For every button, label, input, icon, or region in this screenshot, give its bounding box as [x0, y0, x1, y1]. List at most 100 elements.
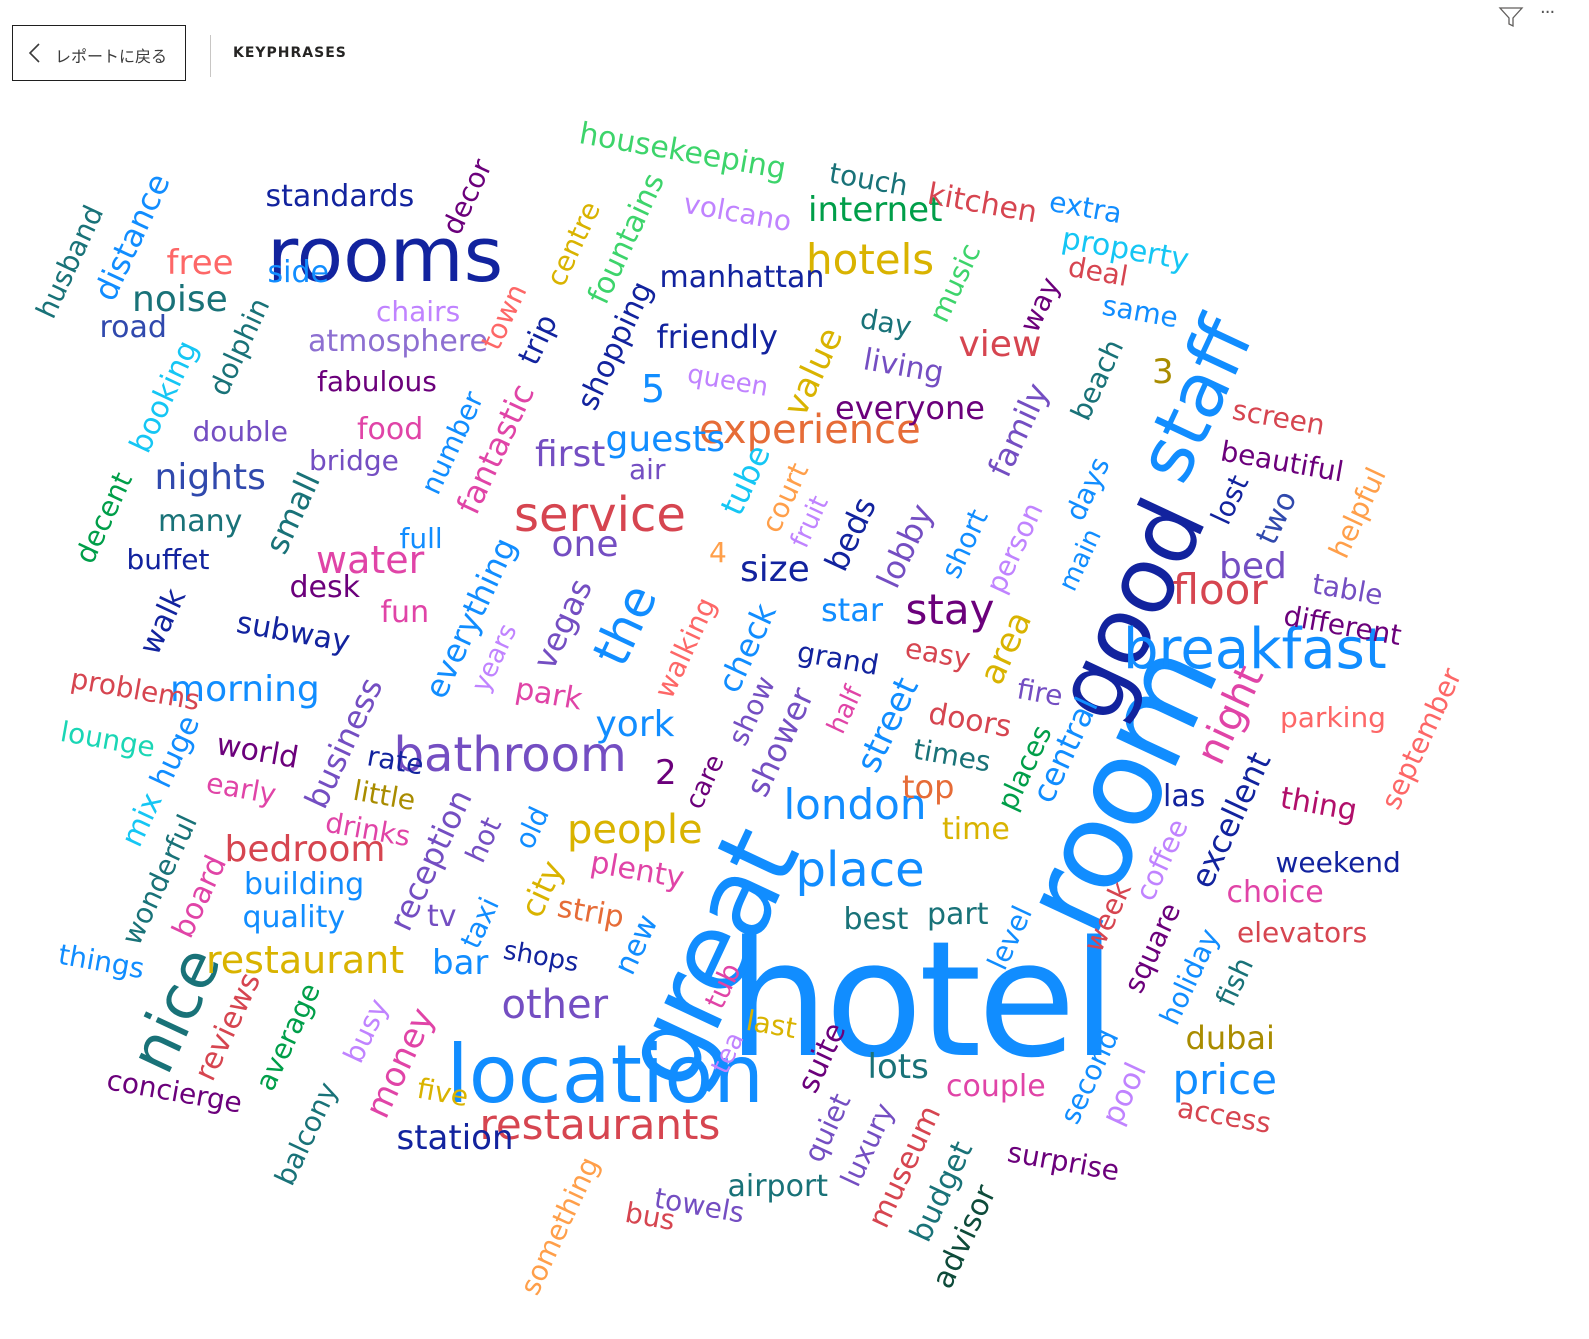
word-bedroom[interactable]: bedroom	[224, 829, 386, 870]
word-strip[interactable]: strip	[554, 889, 627, 936]
word-bathroom[interactable]: bathroom	[393, 727, 627, 783]
word-trip[interactable]: trip	[511, 309, 565, 371]
word-park[interactable]: park	[512, 671, 585, 718]
word-london[interactable]: london	[783, 780, 927, 829]
word-little[interactable]: little	[350, 773, 418, 818]
word-restaurant[interactable]: restaurant	[206, 938, 405, 982]
word-full[interactable]: full	[399, 522, 443, 555]
word-huge[interactable]: huge	[143, 710, 208, 794]
word-deal[interactable]: deal	[1065, 250, 1131, 293]
word-bridge[interactable]: bridge	[309, 444, 399, 477]
word-early[interactable]: early	[203, 766, 279, 811]
word-choice[interactable]: choice	[1226, 875, 1324, 910]
word-las[interactable]: las	[1163, 779, 1206, 814]
word-balcony[interactable]: balcony	[268, 1077, 345, 1191]
word-internet[interactable]: internet	[808, 190, 943, 230]
word-3[interactable]: 3	[1152, 352, 1174, 392]
word-first[interactable]: first	[535, 434, 606, 475]
back-to-report-button[interactable]: レポートに戻る	[12, 25, 186, 81]
word-atmosphere[interactable]: atmosphere	[308, 324, 488, 359]
word-size[interactable]: size	[740, 549, 810, 590]
word-surprise[interactable]: surprise	[1004, 1135, 1122, 1188]
word-airport[interactable]: airport	[727, 1169, 829, 1204]
word-five[interactable]: five	[414, 1071, 471, 1114]
word-husband[interactable]: husband	[28, 200, 110, 324]
word-plenty[interactable]: plenty	[587, 845, 687, 896]
word-nights[interactable]: nights	[154, 457, 266, 498]
word-things[interactable]: things	[55, 937, 147, 986]
word-elevators[interactable]: elevators	[1237, 916, 1368, 949]
word-buffet[interactable]: buffet	[126, 543, 210, 576]
word-rate[interactable]: rate	[364, 739, 426, 782]
word-station[interactable]: station	[396, 1118, 514, 1158]
word-breakfast[interactable]: breakfast	[1123, 617, 1387, 682]
word-september[interactable]: september	[1374, 663, 1469, 815]
word-5[interactable]: 5	[641, 367, 666, 411]
word-desk[interactable]: desk	[289, 570, 361, 605]
word-manhattan[interactable]: manhattan	[659, 260, 825, 295]
word-old[interactable]: old	[507, 801, 556, 855]
word-service[interactable]: service	[514, 487, 686, 543]
word-top[interactable]: top	[902, 768, 955, 806]
word-other[interactable]: other	[501, 982, 609, 1028]
word-person[interactable]: person	[979, 497, 1050, 599]
word-half[interactable]: half	[820, 681, 869, 739]
word-queen[interactable]: queen	[684, 359, 770, 403]
word-vegas[interactable]: vegas	[524, 572, 600, 676]
word-price[interactable]: price	[1172, 1055, 1278, 1104]
word-bed[interactable]: bed	[1219, 546, 1287, 587]
word-free[interactable]: free	[166, 243, 234, 283]
word-way[interactable]: way	[1012, 272, 1067, 338]
word-fish[interactable]: fish	[1209, 952, 1261, 1012]
word-rooms[interactable]: rooms	[267, 210, 504, 299]
word-bar[interactable]: bar	[432, 943, 489, 983]
word-same[interactable]: same	[1099, 288, 1181, 335]
word-chairs[interactable]: chairs	[376, 295, 461, 328]
word-family[interactable]: family	[979, 377, 1056, 483]
word-living[interactable]: living	[860, 342, 946, 391]
word-one[interactable]: one	[551, 524, 619, 565]
word-best[interactable]: best	[843, 902, 909, 937]
word-location[interactable]: location	[446, 1028, 764, 1121]
word-bus[interactable]: bus	[622, 1195, 678, 1238]
word-place[interactable]: place	[795, 842, 925, 898]
word-view[interactable]: view	[958, 324, 1042, 365]
word-standards[interactable]: standards	[265, 179, 415, 214]
word-lobby[interactable]: lobby	[869, 498, 941, 594]
word-many[interactable]: many	[158, 504, 243, 539]
word-lots[interactable]: lots	[867, 1047, 929, 1087]
word-air[interactable]: air	[629, 453, 666, 486]
word-shops[interactable]: shops	[500, 935, 582, 979]
word-people[interactable]: people	[567, 807, 703, 853]
word-side[interactable]: side	[267, 255, 329, 290]
word-tv[interactable]: tv	[427, 899, 457, 934]
word-stay[interactable]: stay	[905, 585, 995, 634]
word-fun[interactable]: fun	[380, 595, 430, 630]
word-food[interactable]: food	[357, 412, 424, 447]
word-small[interactable]: small	[256, 466, 328, 560]
word-dubai[interactable]: dubai	[1185, 1019, 1275, 1057]
word-guests[interactable]: guests	[605, 419, 725, 460]
word-world[interactable]: world	[213, 727, 301, 776]
word-parking[interactable]: parking	[1280, 701, 1386, 734]
word-water[interactable]: water	[316, 538, 425, 582]
word-lounge[interactable]: lounge	[57, 714, 158, 765]
word-weekend[interactable]: weekend	[1275, 846, 1401, 879]
word-couple[interactable]: couple	[946, 1069, 1046, 1104]
word-noise[interactable]: noise	[132, 279, 228, 320]
word-thing[interactable]: thing	[1277, 780, 1360, 829]
word-fabulous[interactable]: fabulous	[317, 365, 437, 398]
word-walk[interactable]: walk	[132, 583, 193, 661]
word-floor[interactable]: floor	[1172, 565, 1268, 614]
word-quality[interactable]: quality	[242, 900, 346, 935]
word-easy[interactable]: easy	[902, 631, 974, 676]
word-hotel[interactable]: hotel	[727, 906, 1117, 1093]
word-lost[interactable]: lost	[1204, 469, 1256, 530]
word-restaurants[interactable]: restaurants	[479, 1100, 721, 1149]
more-options-icon[interactable]: ···	[1540, 2, 1555, 23]
word-star[interactable]: star	[821, 591, 883, 629]
word-days[interactable]: days	[1058, 451, 1117, 526]
word-everyone[interactable]: everyone	[835, 389, 985, 427]
word-something[interactable]: something	[513, 1151, 606, 1300]
word-screen[interactable]: screen	[1229, 393, 1327, 442]
